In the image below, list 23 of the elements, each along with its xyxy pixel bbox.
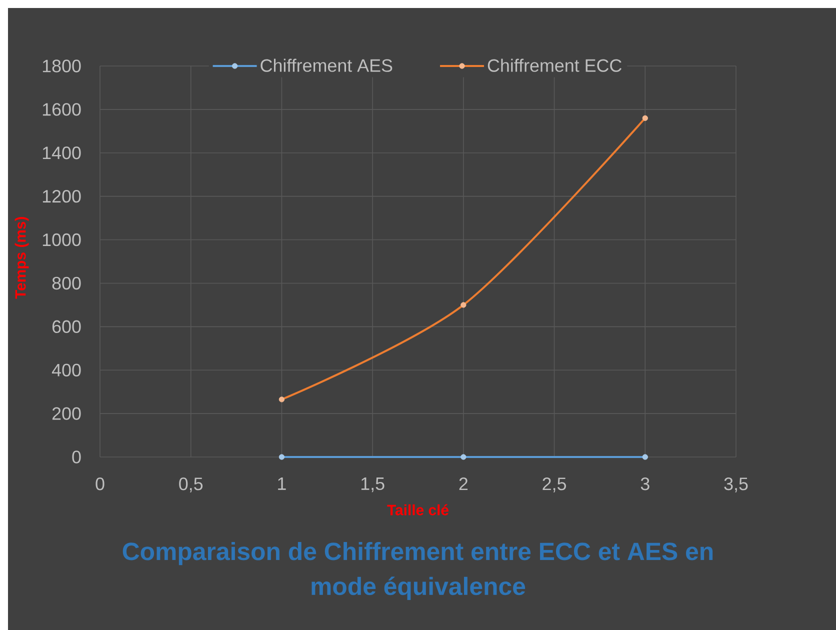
legend-label: Chiffrement ECC bbox=[488, 58, 622, 72]
x-tick-label: 0 bbox=[96, 478, 104, 490]
y-tick-label: 1600 bbox=[42, 103, 81, 116]
x-tick-label: 2,5 bbox=[542, 478, 566, 492]
y-tick-label: 0 bbox=[72, 450, 81, 464]
y-tick-label: 200 bbox=[52, 407, 81, 420]
y-tick-label: 1400 bbox=[42, 146, 81, 160]
y-tick-label: 1000 bbox=[42, 233, 81, 246]
y-axis-title: Temps (ms) bbox=[14, 216, 29, 299]
y-tick-label: 600 bbox=[52, 320, 81, 334]
x-axis-title: Taille clé bbox=[387, 504, 448, 516]
x-tick-label: 0,5 bbox=[179, 478, 203, 492]
x-tick-label: 1,5 bbox=[361, 478, 384, 492]
y-tick-label: 400 bbox=[52, 364, 81, 376]
x-tick-label: 3,5 bbox=[724, 478, 748, 492]
legend-label: Chiffrement AES bbox=[260, 58, 392, 72]
y-tick-label: 1200 bbox=[42, 190, 81, 203]
y-tick-label: 800 bbox=[52, 276, 81, 290]
x-tick-label: 2 bbox=[459, 478, 468, 490]
text: Comparaison de Chiffrement entre ECC et AES en mode équivalence bbox=[122, 542, 713, 600]
x-tick-label: 1 bbox=[278, 478, 286, 490]
x-tick-label: 3 bbox=[640, 478, 650, 490]
y-tick-label: 1800 bbox=[42, 60, 81, 72]
